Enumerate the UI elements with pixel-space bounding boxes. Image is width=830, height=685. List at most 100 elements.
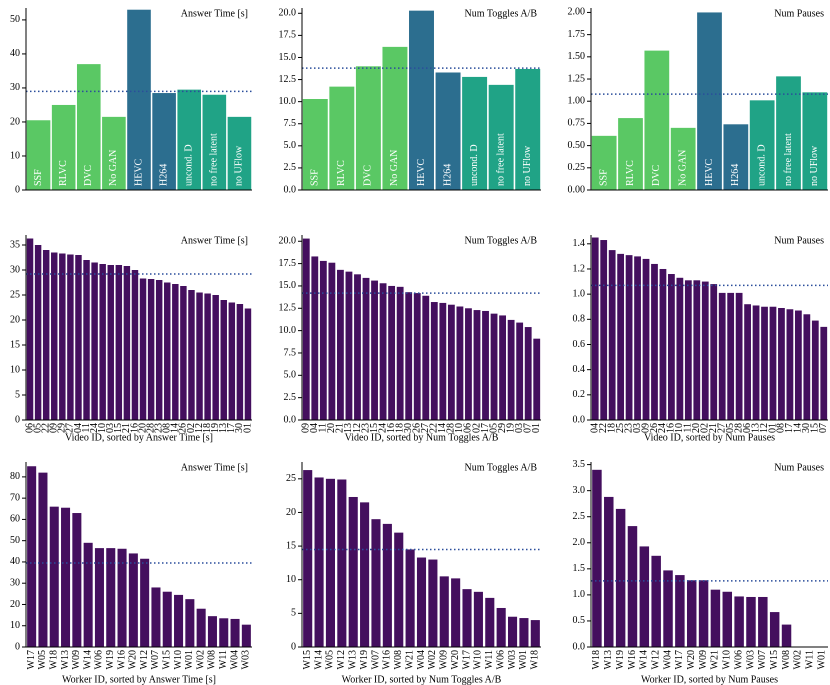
bar xyxy=(752,305,760,420)
bar xyxy=(718,292,726,420)
chart: 0510152025303506052209292704112410031521… xyxy=(10,235,253,443)
bar xyxy=(51,104,76,190)
x-tick-label: 04 xyxy=(309,423,320,433)
bar xyxy=(362,277,370,420)
bar xyxy=(462,589,472,647)
x-tick-label: 19 xyxy=(210,423,221,433)
x-tick-label: W06 xyxy=(495,650,506,669)
x-tick-label: W20 xyxy=(450,650,461,669)
bar xyxy=(188,290,195,420)
x-tick-label: W07 xyxy=(150,650,161,669)
x-tick-label: 07 xyxy=(522,423,533,433)
y-tick-label: 5 xyxy=(15,389,20,400)
bar xyxy=(465,308,472,420)
x-tick-label: W03 xyxy=(745,650,756,669)
bar-label: No GAN xyxy=(677,150,688,186)
x-tick-label: W15 xyxy=(769,650,780,669)
chart-title: Answer Time [s] xyxy=(181,235,248,246)
bar xyxy=(140,558,150,647)
x-tick-label: W01 xyxy=(184,650,195,669)
x-tick-label: 16 xyxy=(666,423,677,433)
x-axis-label: Video ID, sorted by Num Pauses xyxy=(644,432,775,443)
bar xyxy=(354,274,361,420)
bar xyxy=(604,496,614,647)
x-tick-label: 16 xyxy=(386,423,397,433)
bar xyxy=(382,523,392,647)
x-tick-label: 08 xyxy=(776,423,787,433)
y-tick-label: 40 xyxy=(10,48,20,59)
x-tick-label: W01 xyxy=(518,650,529,669)
bar xyxy=(617,253,625,420)
y-tick-label: 5 xyxy=(291,608,296,619)
y-tick-label: 30 xyxy=(10,82,20,93)
x-tick-label: W14 xyxy=(82,650,93,669)
bar xyxy=(820,326,828,420)
y-tick-label: 1.4 xyxy=(573,238,586,249)
bar xyxy=(236,304,244,420)
x-tick-label: 21 xyxy=(121,423,132,433)
bar xyxy=(473,591,483,647)
bar xyxy=(676,277,684,420)
bar xyxy=(428,559,438,647)
bar xyxy=(49,506,59,647)
x-tick-label: 20 xyxy=(326,423,337,433)
y-tick-label: 20 xyxy=(10,314,20,325)
bar xyxy=(592,469,602,647)
x-tick-label: 18 xyxy=(394,423,405,433)
x-tick-label: W12 xyxy=(336,650,347,669)
bar xyxy=(744,304,751,420)
bar xyxy=(615,508,626,647)
bar xyxy=(749,100,775,190)
x-tick-label: 21 xyxy=(708,423,719,433)
bar xyxy=(499,315,507,420)
x-tick-label: W07 xyxy=(370,650,381,669)
bar-label: H264 xyxy=(442,164,453,186)
bar xyxy=(496,607,506,647)
bar xyxy=(727,292,735,420)
bar xyxy=(180,286,187,420)
bar xyxy=(42,250,50,420)
x-tick-label: W08 xyxy=(781,650,792,669)
bar xyxy=(123,266,131,420)
bar xyxy=(345,271,353,420)
bar-label: No GAN xyxy=(108,150,119,186)
bar-label: RLVC xyxy=(625,160,636,186)
bar xyxy=(482,310,489,420)
x-tick-label: W13 xyxy=(60,650,71,669)
bar xyxy=(172,284,179,420)
y-tick-label: 50 xyxy=(10,535,20,546)
chart-title: Answer Time [s] xyxy=(181,8,248,19)
bar xyxy=(413,293,421,420)
y-tick-label: 0 xyxy=(15,414,20,425)
bar xyxy=(524,327,532,420)
y-tick-label: 12.5 xyxy=(279,303,297,314)
bar xyxy=(26,238,34,420)
y-tick-label: 10 xyxy=(10,620,20,631)
chart: 0.0 2.5 5.0 7.5 10.0 12.5 15.0 17.5 20.0 09041120… xyxy=(279,235,542,443)
x-tick-label: 13 xyxy=(218,423,229,433)
bar xyxy=(416,557,427,647)
bar xyxy=(328,262,336,420)
y-tick-label: 0.50 xyxy=(568,140,586,151)
x-tick-label: W03 xyxy=(507,650,518,669)
x-tick-label: 28 xyxy=(145,423,156,433)
bar-label: SSF xyxy=(598,169,609,186)
bar xyxy=(319,260,327,420)
x-tick-label: W04 xyxy=(229,650,240,669)
x-tick-label: 05 xyxy=(32,423,43,433)
x-tick-label: W10 xyxy=(722,650,733,669)
x-tick-label: 28 xyxy=(446,423,457,433)
x-tick-label: W09 xyxy=(698,650,709,669)
x-tick-label: W19 xyxy=(359,650,370,669)
x-tick-label: W20 xyxy=(128,650,139,669)
bar xyxy=(627,526,638,647)
bar xyxy=(303,470,313,647)
bar xyxy=(722,591,733,647)
bar-label: SSF xyxy=(310,169,321,186)
bar xyxy=(668,274,675,420)
x-tick-label: W05 xyxy=(325,650,336,669)
bar xyxy=(533,338,541,420)
bar xyxy=(618,118,643,190)
bar xyxy=(642,258,650,420)
bar xyxy=(698,580,709,647)
